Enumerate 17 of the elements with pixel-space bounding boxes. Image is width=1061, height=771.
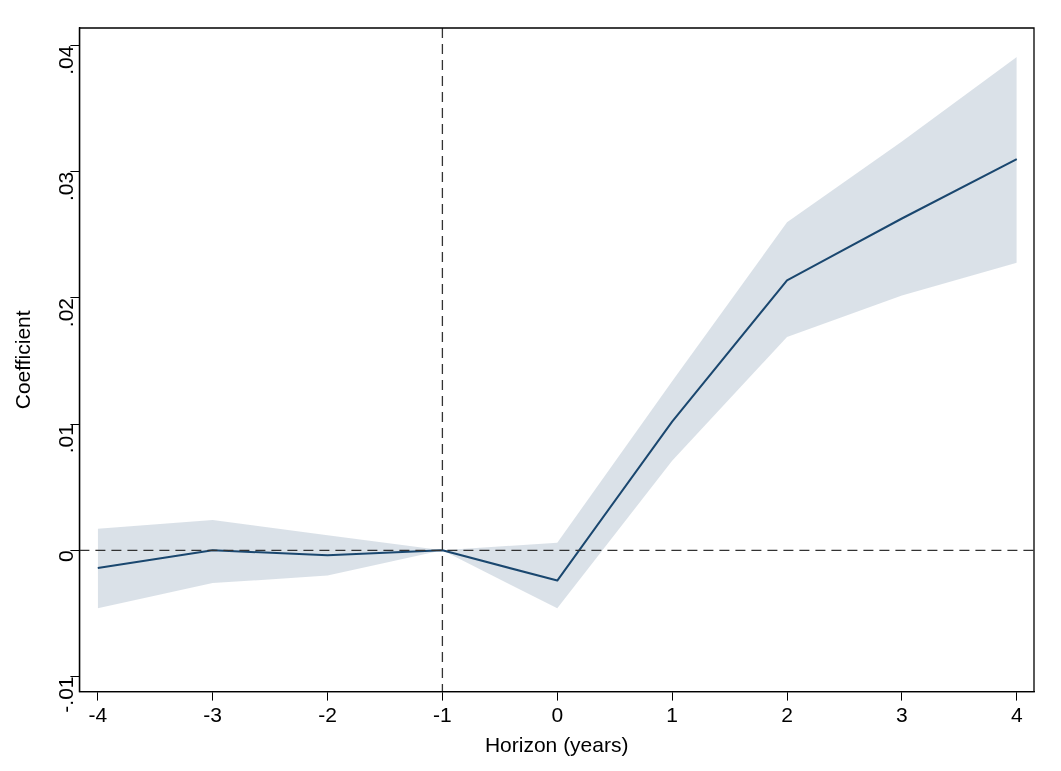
x-tick-label: 3 (896, 703, 908, 726)
y-tick-label: .04 (54, 45, 78, 75)
y-tick-label: 0 (54, 550, 78, 562)
y-tick-label: .03 (54, 171, 78, 202)
x-tick-label: 0 (551, 703, 564, 726)
x-tick-label: -1 (433, 703, 452, 726)
x-tick-label: 2 (781, 703, 793, 726)
x-tick-label: -4 (88, 703, 108, 726)
x-tick-label: -2 (318, 703, 337, 726)
x-tick-label: -3 (203, 703, 222, 726)
y-tick-label: .02 (54, 297, 78, 328)
y-axis-title: Coefficient (11, 310, 35, 410)
x-tick-label: 4 (1010, 703, 1023, 726)
x-tick-label: 1 (666, 703, 678, 726)
y-tick-label: -.01 (54, 676, 78, 713)
y-tick-label: .01 (54, 424, 78, 454)
x-axis-title: Horizon (years) (484, 733, 629, 757)
